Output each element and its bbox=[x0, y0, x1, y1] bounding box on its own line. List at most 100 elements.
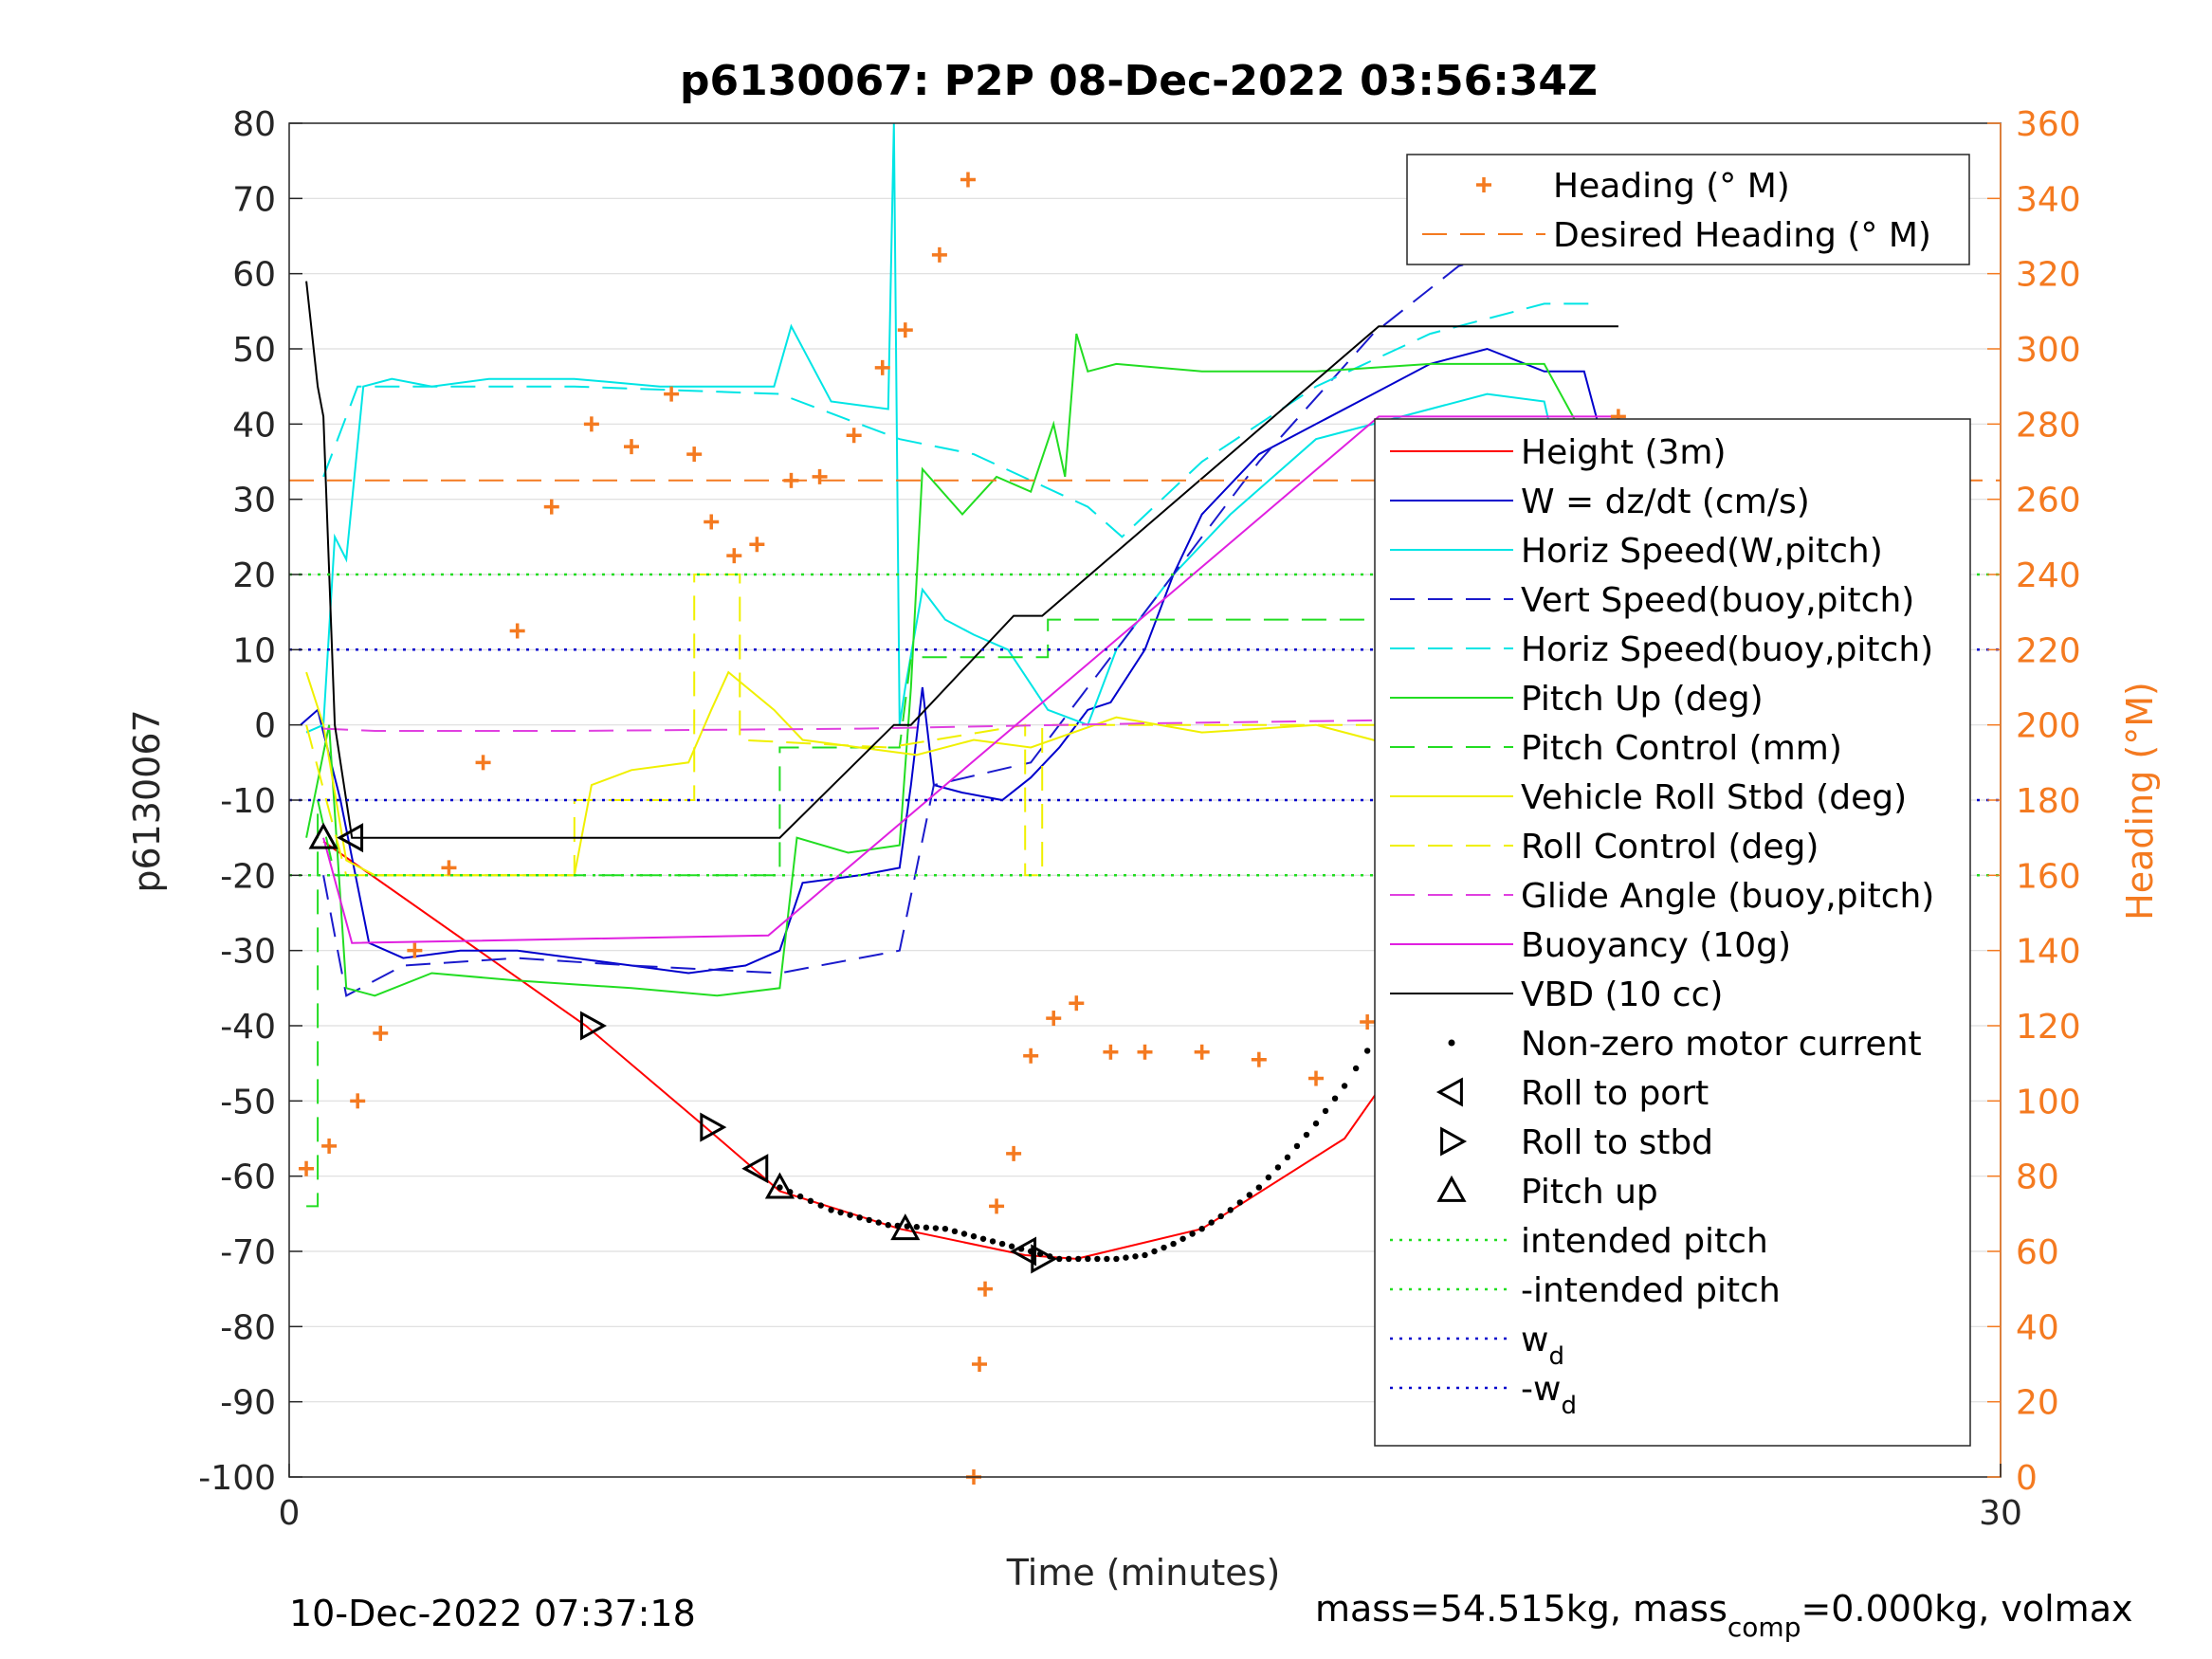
motor-current-dot bbox=[1085, 1255, 1091, 1263]
motor-current-dot bbox=[951, 1228, 959, 1235]
pitch-up-marker bbox=[890, 1213, 921, 1241]
legend-subscript: d bbox=[1561, 1392, 1577, 1420]
heading-marker bbox=[1006, 1145, 1022, 1161]
motor-current-dot bbox=[979, 1235, 987, 1242]
legend-main-label: Glide Angle (buoy,pitch) bbox=[1521, 877, 1934, 916]
y-tick-label: -20 bbox=[220, 857, 276, 896]
motor-current-dot bbox=[856, 1214, 863, 1221]
y2-tick-label: 360 bbox=[2016, 105, 2081, 144]
heading-marker bbox=[373, 1025, 389, 1041]
series-buoyancy-10g bbox=[322, 415, 1618, 944]
heading-marker bbox=[1360, 1014, 1376, 1030]
y2-tick-label: 180 bbox=[2016, 782, 2081, 821]
motor-current-dot bbox=[1008, 1243, 1015, 1249]
y2-tick-label: 280 bbox=[2016, 406, 2081, 445]
motor-current-dot bbox=[1312, 1120, 1320, 1127]
motor-current-dot bbox=[1246, 1192, 1253, 1198]
heading-marker bbox=[931, 246, 947, 263]
heading-marker bbox=[749, 537, 765, 553]
motor-current-dot bbox=[1341, 1083, 1348, 1089]
motor-current-dot bbox=[1161, 1244, 1167, 1251]
motor-current-dot bbox=[1123, 1254, 1129, 1261]
motor-current-dot bbox=[923, 1224, 930, 1231]
line-vbd-10-cc bbox=[305, 281, 1618, 839]
y2-tick-label: 100 bbox=[2016, 1083, 2081, 1121]
legend-main-label: Buoyancy (10g) bbox=[1521, 926, 1791, 965]
motor-current-dot bbox=[960, 1231, 968, 1237]
motor-current-dot bbox=[875, 1219, 882, 1226]
legend-heading: Heading (° M) Desired Heading (° M) bbox=[1406, 154, 1970, 265]
heading-marker bbox=[664, 386, 680, 402]
y2-tick-label: 220 bbox=[2016, 631, 2081, 670]
roll-to-stbd-marker bbox=[579, 1011, 607, 1041]
y2-tick-label: 240 bbox=[2016, 556, 2081, 595]
y-tick-label: -10 bbox=[220, 782, 276, 821]
y-tick-label: 20 bbox=[232, 556, 276, 595]
motor-current-dot bbox=[989, 1238, 996, 1245]
motor-current-dot bbox=[1151, 1248, 1158, 1255]
motor-current-dot bbox=[1113, 1255, 1120, 1263]
motor-current-dot bbox=[970, 1232, 978, 1240]
motor-current-dot bbox=[1331, 1095, 1339, 1102]
legend-triangle bbox=[1436, 1175, 1467, 1202]
motor-current-dot bbox=[828, 1207, 834, 1213]
y2-tick-label: 300 bbox=[2016, 331, 2081, 370]
heading-marker bbox=[846, 428, 862, 444]
roll-to-stbd-marker bbox=[1031, 1244, 1058, 1274]
motor-current-dot bbox=[1322, 1107, 1329, 1115]
legend-main-label: Pitch Control (mm) bbox=[1521, 729, 1842, 768]
legend-main-label: Roll to stbd bbox=[1521, 1123, 1713, 1162]
motor-current-dot bbox=[1303, 1131, 1310, 1139]
motor-current-dot bbox=[1094, 1255, 1101, 1263]
legend-main-label: VBD (10 cc) bbox=[1521, 975, 1723, 1014]
heading-marker bbox=[475, 755, 491, 771]
footer-mass-info: mass=54.515kg, masscomp=0.000kg, volmax bbox=[1315, 1588, 2132, 1643]
y2-tick-label: 60 bbox=[2016, 1233, 2059, 1272]
heading-marker bbox=[812, 468, 828, 484]
motor-current-dot bbox=[1132, 1253, 1139, 1260]
motor-current-dot bbox=[1075, 1255, 1082, 1263]
heading-marker bbox=[624, 439, 639, 455]
heading-marker bbox=[1069, 995, 1085, 1012]
legend-main-label: Height (3m) bbox=[1521, 433, 1727, 472]
legend-main-label: Roll Control (deg) bbox=[1521, 828, 1819, 866]
roll-to-port-marker bbox=[1010, 1236, 1037, 1267]
heading-marker bbox=[350, 1093, 366, 1109]
heading-marker bbox=[897, 322, 913, 338]
footer-timestamp: 10-Dec-2022 07:37:18 bbox=[289, 1593, 696, 1634]
series-horiz-speed-buoy-pitch bbox=[322, 302, 1601, 538]
series-pitch-up bbox=[308, 822, 921, 1241]
y-tick-label: -30 bbox=[220, 933, 276, 972]
y-tick-label: -100 bbox=[198, 1459, 276, 1498]
y2-tick-label: 0 bbox=[2016, 1459, 2038, 1498]
motor-current-dot bbox=[1227, 1207, 1234, 1213]
heading-marker bbox=[686, 447, 703, 463]
y-tick-label: -40 bbox=[220, 1008, 276, 1047]
series-pitch-control-mm bbox=[306, 618, 1601, 1208]
motor-current-dot bbox=[866, 1216, 872, 1224]
heading-marker bbox=[1251, 1051, 1267, 1067]
motor-current-dot bbox=[1198, 1226, 1205, 1232]
motor-current-dot bbox=[777, 1184, 783, 1191]
motor-current-dot bbox=[1352, 1065, 1360, 1072]
motor-current-dot bbox=[932, 1225, 940, 1231]
motor-current-dot bbox=[817, 1202, 824, 1209]
motor-current-dot bbox=[1217, 1212, 1224, 1220]
line-buoyancy-10g bbox=[322, 415, 1618, 944]
heading-marker bbox=[960, 172, 976, 188]
y2-axis-label: Heading (°M) bbox=[2119, 682, 2161, 921]
line-horiz-speed-buoy-pitch bbox=[322, 302, 1601, 538]
legend-main-label: Vehicle Roll Stbd (deg) bbox=[1521, 778, 1907, 817]
legend-subscript: d bbox=[1548, 1342, 1564, 1371]
legend-triangle bbox=[1440, 1126, 1468, 1157]
motor-current-dot bbox=[1236, 1199, 1243, 1206]
legend-main-label: Pitch up bbox=[1521, 1173, 1658, 1212]
legend-main-label: Non-zero motor current bbox=[1521, 1025, 1922, 1064]
motor-current-dot bbox=[941, 1226, 949, 1232]
y-tick-label: 0 bbox=[254, 707, 276, 746]
x-axis-label: Time (minutes) bbox=[1006, 1552, 1281, 1594]
y-axis-label: p6130067 bbox=[126, 709, 168, 892]
y2-tick-label: 20 bbox=[2016, 1384, 2059, 1423]
y-tick-label: 30 bbox=[232, 482, 276, 520]
y2-tick-label: 80 bbox=[2016, 1158, 2059, 1197]
